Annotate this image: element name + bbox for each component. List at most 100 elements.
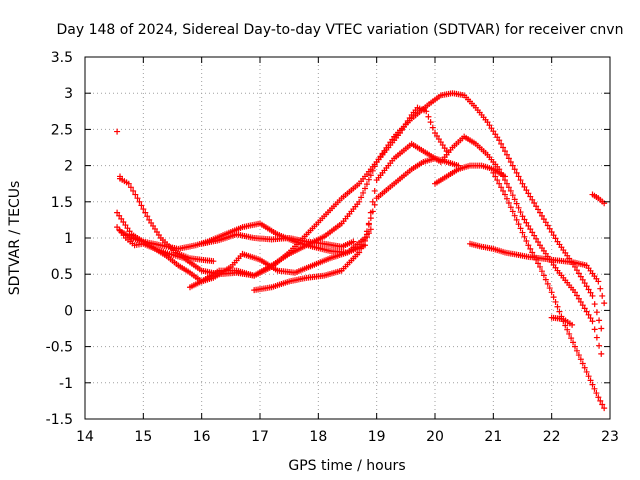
data-point [369, 198, 376, 205]
data-point [542, 276, 549, 283]
data-point [595, 394, 602, 401]
data-point [500, 144, 507, 151]
data-point [529, 196, 536, 203]
data-point [502, 191, 508, 198]
data-point [488, 125, 495, 132]
data-point [486, 122, 493, 129]
x-tick-label: 17 [251, 429, 269, 445]
data-point [546, 285, 553, 292]
data-point [118, 215, 125, 222]
data-point [502, 173, 508, 180]
data-point [130, 187, 137, 194]
data-point [527, 193, 534, 200]
data-point [568, 335, 575, 342]
x-tick-label: 22 [543, 429, 561, 445]
data-point [515, 204, 522, 211]
data-point [138, 202, 145, 209]
y-tick-label: 2 [64, 159, 73, 175]
data-point [513, 216, 520, 223]
data-point [132, 191, 139, 198]
data-point [350, 238, 357, 245]
data-point [362, 235, 368, 241]
data-point [367, 172, 374, 179]
data-point [591, 301, 598, 308]
series-track-k [548, 314, 576, 328]
data-point [365, 221, 372, 228]
data-point [515, 173, 522, 180]
data-point [593, 390, 600, 397]
data-point [569, 321, 576, 328]
data-point [581, 280, 588, 287]
data-point [521, 233, 528, 240]
data-point [362, 185, 368, 192]
x-tick-label: 20 [426, 429, 444, 445]
y-tick-label: 3 [64, 86, 73, 102]
data-point [490, 169, 497, 176]
data-point [575, 352, 582, 359]
data-point [601, 405, 608, 412]
data-point [360, 241, 367, 248]
x-tick-labels: 14 15 16 17 18 19 20 21 22 23 [76, 429, 619, 445]
data-point [523, 238, 530, 245]
data-point [146, 216, 153, 223]
data-point [601, 300, 608, 307]
data-point [521, 183, 528, 190]
data-point [505, 184, 512, 191]
y-tick-label: -1 [59, 376, 73, 392]
y-tick-label: -1.5 [46, 412, 73, 428]
y-tick-label: 1 [64, 231, 73, 247]
data-point [498, 184, 505, 191]
data-point [494, 177, 501, 184]
data-point [598, 325, 605, 332]
series-track-m [114, 128, 123, 180]
data-point [371, 163, 378, 170]
data-point [358, 194, 365, 201]
data-point [546, 225, 553, 232]
data-point [599, 401, 606, 408]
data-point [210, 258, 217, 265]
y-tick-label: 0.5 [51, 267, 73, 283]
data-point [556, 308, 563, 315]
data-point [601, 200, 608, 207]
data-point [529, 229, 536, 236]
data-point [511, 212, 518, 219]
x-axis-label: GPS time / hours [288, 458, 405, 474]
data-point [585, 311, 592, 318]
data-point [144, 213, 151, 220]
data-point [525, 242, 532, 249]
data-point [369, 208, 376, 215]
data-point [365, 176, 372, 183]
data-point [598, 350, 605, 357]
data-point [523, 187, 530, 194]
data-point [596, 317, 603, 324]
data-point [507, 187, 514, 194]
data-point [519, 229, 526, 236]
data-point [371, 201, 378, 208]
data-point [140, 206, 147, 213]
data-point [577, 273, 584, 280]
data-point [597, 397, 604, 404]
data-point [367, 215, 374, 222]
series-track-e [251, 226, 374, 294]
series-track-d [117, 175, 217, 265]
data-point [573, 292, 580, 299]
data-point [371, 187, 378, 194]
data-point [540, 216, 547, 223]
data-point [531, 253, 538, 260]
data-point [509, 162, 516, 169]
data-point [505, 155, 512, 162]
data-point [484, 119, 491, 126]
x-tick-label: 21 [484, 429, 502, 445]
x-tick-label: 23 [601, 429, 619, 445]
data-point [369, 167, 376, 174]
data-point [581, 305, 588, 312]
y-axis-label: SDTVAR / TECUs [7, 181, 23, 296]
data-point [585, 286, 592, 293]
y-tick-label: 1.5 [51, 195, 73, 211]
data-point [579, 276, 586, 283]
data-point [566, 330, 573, 337]
data-point [575, 270, 582, 277]
data-point [552, 235, 559, 242]
data-point [535, 206, 542, 213]
data-point [577, 298, 584, 305]
